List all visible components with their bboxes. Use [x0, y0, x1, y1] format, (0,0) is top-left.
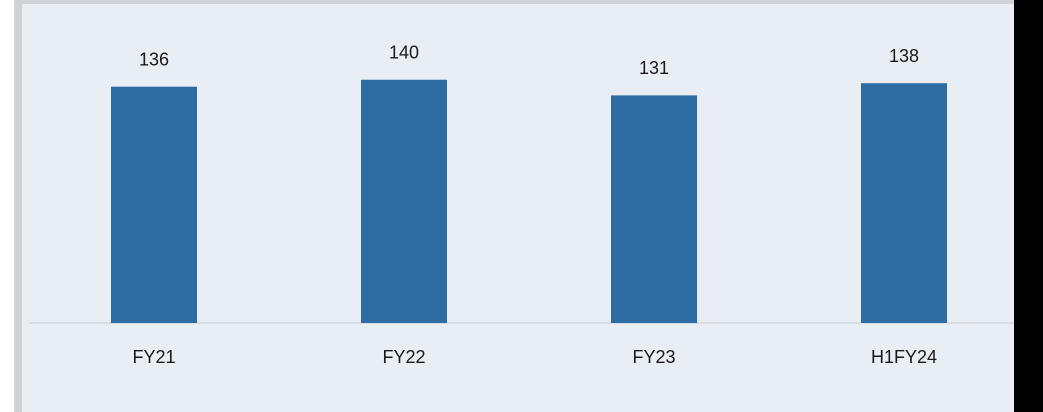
data-label: 138	[889, 46, 919, 66]
bar	[861, 83, 947, 323]
x-tick-label: H1FY24	[871, 347, 937, 367]
bar	[611, 95, 697, 323]
data-label: 131	[639, 58, 669, 78]
marks: FY21 136 FY22 140 FY23 131 H1FY24 138	[29, 43, 1014, 367]
bar	[111, 86, 197, 323]
x-tick-label: FY23	[632, 347, 675, 367]
x-tick-label: FY22	[382, 347, 425, 367]
x-tick-label: FY21	[132, 347, 175, 367]
data-label: 140	[389, 43, 419, 63]
bar	[361, 79, 447, 323]
frame-edge	[1014, 0, 1043, 412]
data-label: 136	[139, 49, 169, 69]
